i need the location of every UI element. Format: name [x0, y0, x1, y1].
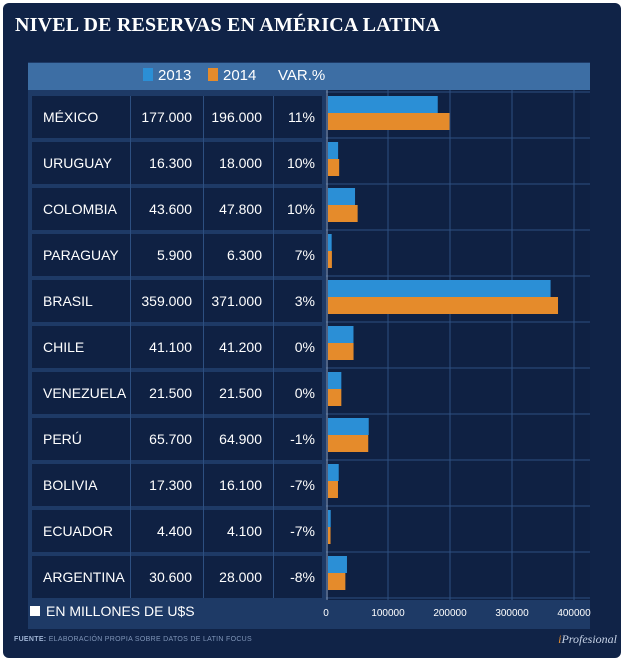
column-divider	[203, 96, 204, 598]
row-value-2013: 359.000	[141, 293, 192, 309]
row-country: CHILE	[43, 339, 85, 355]
row-value-2013: 43.600	[149, 201, 192, 217]
row-value-2014: 21.500	[219, 385, 262, 401]
row-variation: -8%	[290, 569, 315, 585]
bar-2013-ecuador	[328, 510, 331, 527]
column-divider	[273, 96, 274, 598]
square-icon	[30, 606, 40, 616]
row-value-2014: 371.000	[211, 293, 262, 309]
row-variation: 11%	[288, 109, 315, 125]
legend-bar: 2013 2014 VAR.%	[28, 63, 590, 90]
row-variation: -7%	[290, 523, 315, 539]
bar-2013-perú	[328, 418, 369, 435]
row-country: ARGENTINA	[43, 569, 125, 585]
row-value-2014: 196.000	[211, 109, 262, 125]
row-country: COLOMBIA	[43, 201, 117, 217]
row-country: MÉXICO	[43, 109, 99, 125]
row-country: PARAGUAY	[43, 247, 119, 263]
bar-2014-venezuela	[328, 389, 342, 406]
bar-2014-argentina	[328, 573, 346, 590]
row-variation: 0%	[294, 385, 315, 401]
row-value-2013: 177.000	[141, 109, 192, 125]
row-value-2013: 5.900	[156, 247, 192, 263]
bar-2014-perú	[328, 435, 369, 452]
row-variation: 7%	[294, 247, 315, 263]
bar-2013-brasil	[328, 280, 551, 297]
bar-2014-paraguay	[328, 251, 332, 268]
bar-2013-argentina	[328, 556, 347, 573]
legend-label-2014: 2014	[223, 67, 257, 84]
chart-title: NIVEL DE RESERVAS EN AMÉRICA LATINA	[15, 14, 441, 36]
x-tick-label: 100000	[371, 608, 405, 619]
row-value-2014: 18.000	[219, 155, 262, 171]
legend-swatch-2013	[143, 68, 153, 81]
row-value-2013: 21.500	[149, 385, 192, 401]
row-value-2013: 30.600	[149, 569, 192, 585]
row-value-2014: 41.200	[219, 339, 262, 355]
row-variation: 10%	[286, 155, 315, 171]
bar-2013-colombia	[328, 188, 356, 205]
x-tick-label: 300000	[495, 608, 529, 619]
unit-note-text: EN MILLONES DE U$S	[46, 603, 195, 619]
x-tick-label: 0	[323, 608, 329, 619]
legend-swatch-2014	[208, 68, 218, 81]
legend-item-2013: 2013	[143, 67, 191, 84]
bar-2014-ecuador	[328, 527, 331, 544]
row-value-2013: 17.300	[149, 477, 192, 493]
brand-name: Profesional	[561, 632, 617, 646]
bar-2013-paraguay	[328, 234, 332, 251]
row-value-2014: 47.800	[219, 201, 262, 217]
row-variation: 0%	[294, 339, 315, 355]
bar-2014-méxico	[328, 113, 450, 130]
row-value-2013: 41.100	[149, 339, 192, 355]
row-value-2014: 6.300	[226, 247, 262, 263]
bar-2014-brasil	[328, 297, 559, 314]
row-variation: 3%	[294, 293, 315, 309]
bar-2013-uruguay	[328, 142, 339, 159]
column-divider	[130, 96, 131, 598]
row-value-2014: 28.000	[219, 569, 262, 585]
row-country: URUGUAY	[43, 155, 112, 171]
bar-chart	[326, 90, 590, 600]
brand-prefix: i	[558, 632, 562, 646]
bar-2014-chile	[328, 343, 354, 360]
source-note: FUENTE: ELABORACIÓN PROPIA SOBRE DATOS D…	[14, 636, 252, 643]
row-country: VENEZUELA	[43, 385, 127, 401]
row-value-2013: 16.300	[149, 155, 192, 171]
x-tick-label: 400000	[557, 608, 591, 619]
legend-var: VAR.%	[278, 67, 326, 84]
row-value-2014: 16.100	[219, 477, 262, 493]
bar-2013-venezuela	[328, 372, 342, 389]
row-country: PERÚ	[43, 431, 82, 447]
row-value-2014: 4.100	[226, 523, 262, 539]
row-value-2013: 4.400	[156, 523, 192, 539]
unit-note: EN MILLONES DE U$S	[30, 603, 195, 619]
bar-2014-uruguay	[328, 159, 340, 176]
row-country: BRASIL	[43, 293, 93, 309]
source-label: FUENTE:	[14, 636, 47, 643]
row-variation: 10%	[286, 201, 315, 217]
row-country: ECUADOR	[43, 523, 114, 539]
bar-2014-colombia	[328, 205, 358, 222]
bar-2013-bolivia	[328, 464, 339, 481]
row-value-2013: 65.700	[149, 431, 192, 447]
bar-2013-méxico	[328, 96, 438, 113]
x-tick-label: 200000	[433, 608, 467, 619]
bar-2014-bolivia	[328, 481, 338, 498]
brand-logo: iProfesional	[558, 632, 617, 647]
bar-2013-chile	[328, 326, 354, 343]
source-text: ELABORACIÓN PROPIA SOBRE DATOS DE LATIN …	[48, 636, 253, 643]
bar-chart-area	[326, 90, 590, 600]
row-variation: -7%	[290, 477, 315, 493]
row-variation: -1%	[290, 431, 315, 447]
row-value-2014: 64.900	[219, 431, 262, 447]
row-country: BOLIVIA	[43, 477, 98, 493]
legend-label-2013: 2013	[158, 67, 192, 84]
legend-item-2014: 2014	[208, 67, 256, 84]
